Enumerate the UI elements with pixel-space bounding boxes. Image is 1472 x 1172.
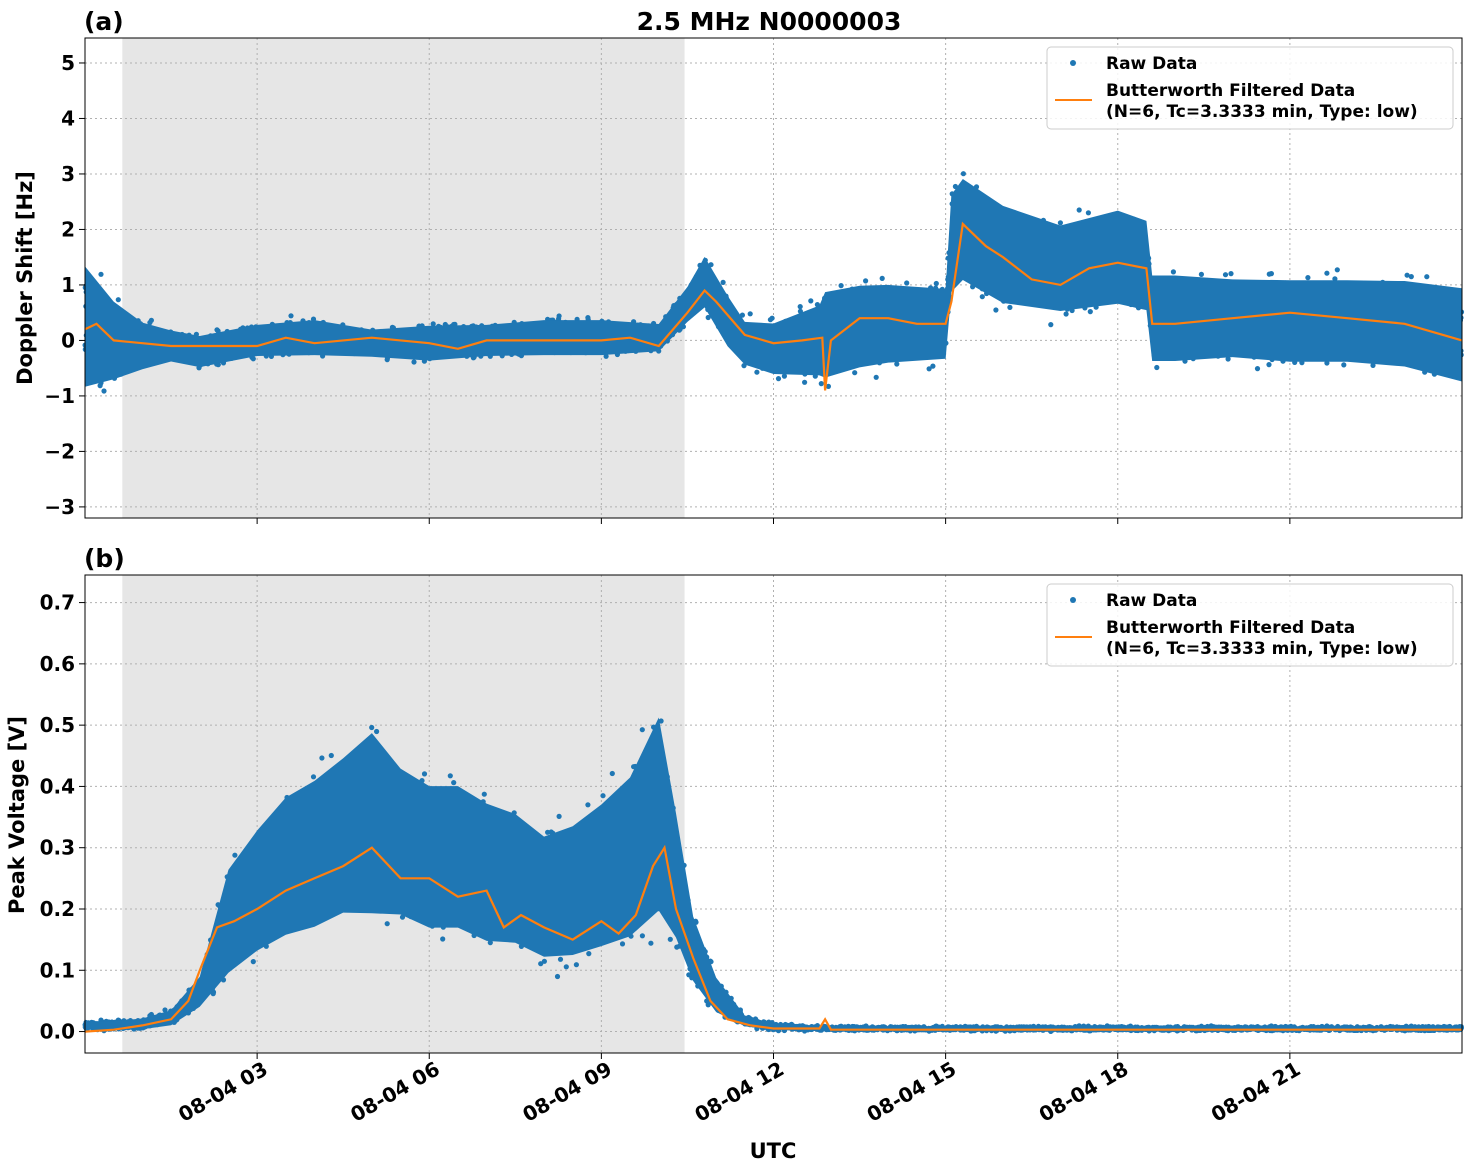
raw-data-point	[1324, 270, 1330, 276]
panel-b-label: (b)	[84, 544, 125, 573]
raw-data-point	[1424, 274, 1430, 280]
raw-data-point	[328, 752, 334, 759]
raw-data-point	[904, 280, 910, 286]
raw-data-point	[852, 370, 858, 376]
panel-b-ylabel: Peak Voltage [V]	[5, 716, 29, 914]
figure-title: 2.5 MHz N0000003	[637, 7, 902, 36]
raw-data-point	[1085, 210, 1091, 216]
raw-data-point	[1170, 269, 1176, 275]
legend-filtered-params: (N=6, Tc=3.3333 min, Type: low)	[1106, 102, 1418, 122]
raw-data-point	[1228, 271, 1234, 277]
raw-data-point	[1225, 356, 1231, 362]
raw-data-point	[115, 297, 121, 303]
raw-data-point	[1266, 362, 1272, 368]
raw-data-point	[1341, 362, 1347, 368]
raw-data-point	[720, 279, 726, 285]
raw-data-point	[586, 951, 592, 957]
raw-data-point	[818, 381, 824, 387]
raw-data-point	[101, 388, 107, 394]
raw-data-point	[838, 283, 844, 289]
raw-data-point	[863, 278, 869, 284]
raw-data-point	[769, 315, 775, 321]
raw-data-point	[802, 379, 808, 385]
y-tick-label: −1	[44, 384, 75, 408]
raw-data-point	[430, 321, 436, 327]
raw-data-point	[825, 383, 832, 389]
raw-data-point	[1334, 267, 1340, 273]
raw-data-point	[1404, 272, 1410, 278]
raw-data-point	[747, 311, 753, 317]
raw-data-point	[926, 366, 932, 372]
panel-a-label: (a)	[84, 7, 124, 36]
y-tick-label: 2	[61, 217, 75, 241]
raw-data-point	[600, 793, 606, 799]
y-tick-label: 5	[61, 51, 75, 75]
raw-data-point	[1254, 366, 1261, 372]
raw-data-point	[808, 298, 814, 304]
raw-data-point	[97, 383, 103, 389]
legend-raw-label: Raw Data	[1106, 54, 1197, 74]
raw-data-point	[648, 940, 654, 946]
raw-data-point	[250, 356, 256, 362]
raw-data-point	[960, 171, 967, 177]
raw-data-point	[1063, 311, 1069, 317]
raw-data-point	[585, 315, 591, 321]
panel-a-legend: Raw Data Butterworth Filtered Data (N=6,…	[1046, 46, 1454, 130]
raw-data-point	[933, 280, 939, 287]
raw-data-point	[1305, 275, 1311, 281]
panel-a-ylabel: Doppler Shift [Hz]	[13, 171, 37, 385]
raw-data-point	[754, 369, 760, 375]
raw-data-point	[894, 361, 900, 367]
night-shading	[122, 38, 685, 518]
raw-data-point	[930, 363, 936, 369]
raw-data-point	[879, 275, 885, 281]
y-tick-label: −3	[44, 495, 75, 519]
raw-data-point	[1408, 274, 1414, 280]
raw-data-point	[873, 374, 879, 380]
raw-data-point	[1087, 309, 1093, 315]
y-tick-label: 1	[61, 273, 75, 297]
raw-data-point	[705, 314, 711, 321]
raw-data-point	[374, 728, 380, 735]
y-tick-label: 4	[61, 106, 75, 130]
raw-data-point	[214, 327, 220, 333]
raw-data-point	[147, 320, 153, 326]
raw-data-point	[1198, 271, 1204, 277]
raw-data-point	[1154, 364, 1160, 371]
raw-data-point	[1222, 272, 1229, 278]
raw-data-point	[797, 304, 803, 310]
raw-data-point	[411, 359, 417, 365]
raw-data-point	[573, 962, 580, 968]
raw-data-point	[1007, 304, 1013, 310]
raw-data-point	[775, 376, 782, 382]
panel-a: (a) Doppler Shift [Hz] 5 4 3 2 1 0 −1 −2 −3 Raw …	[13, 7, 1465, 524]
raw-data-point	[556, 313, 562, 319]
raw-data-point	[1370, 362, 1376, 368]
raw-data-point	[447, 773, 453, 779]
panel-b: (b) Peak Voltage [V] 0.70.60.50.40.30.20…	[5, 544, 1464, 1127]
raw-data-point	[781, 373, 788, 379]
raw-data-point	[319, 755, 325, 761]
y-tick-label: 0	[61, 328, 75, 352]
y-tick-label: −2	[44, 439, 75, 463]
y-tick-label: 3	[61, 162, 75, 186]
panel-a-plot-area: 5 4 3 2 1 0 −1 −2 −3	[44, 37, 1465, 524]
raw-data-point	[1266, 271, 1272, 277]
legend-filtered-label: Butterworth Filtered Data	[1106, 81, 1355, 101]
raw-data-point	[98, 271, 104, 277]
raw-data-point	[1057, 220, 1063, 226]
raw-data-point	[979, 294, 985, 300]
raw-data-point	[288, 313, 294, 319]
raw-data-point	[993, 307, 999, 313]
legend-raw-marker	[1070, 60, 1076, 66]
raw-data-point	[667, 936, 673, 942]
raw-data-point	[1076, 207, 1082, 213]
raw-data-point	[1048, 322, 1054, 328]
